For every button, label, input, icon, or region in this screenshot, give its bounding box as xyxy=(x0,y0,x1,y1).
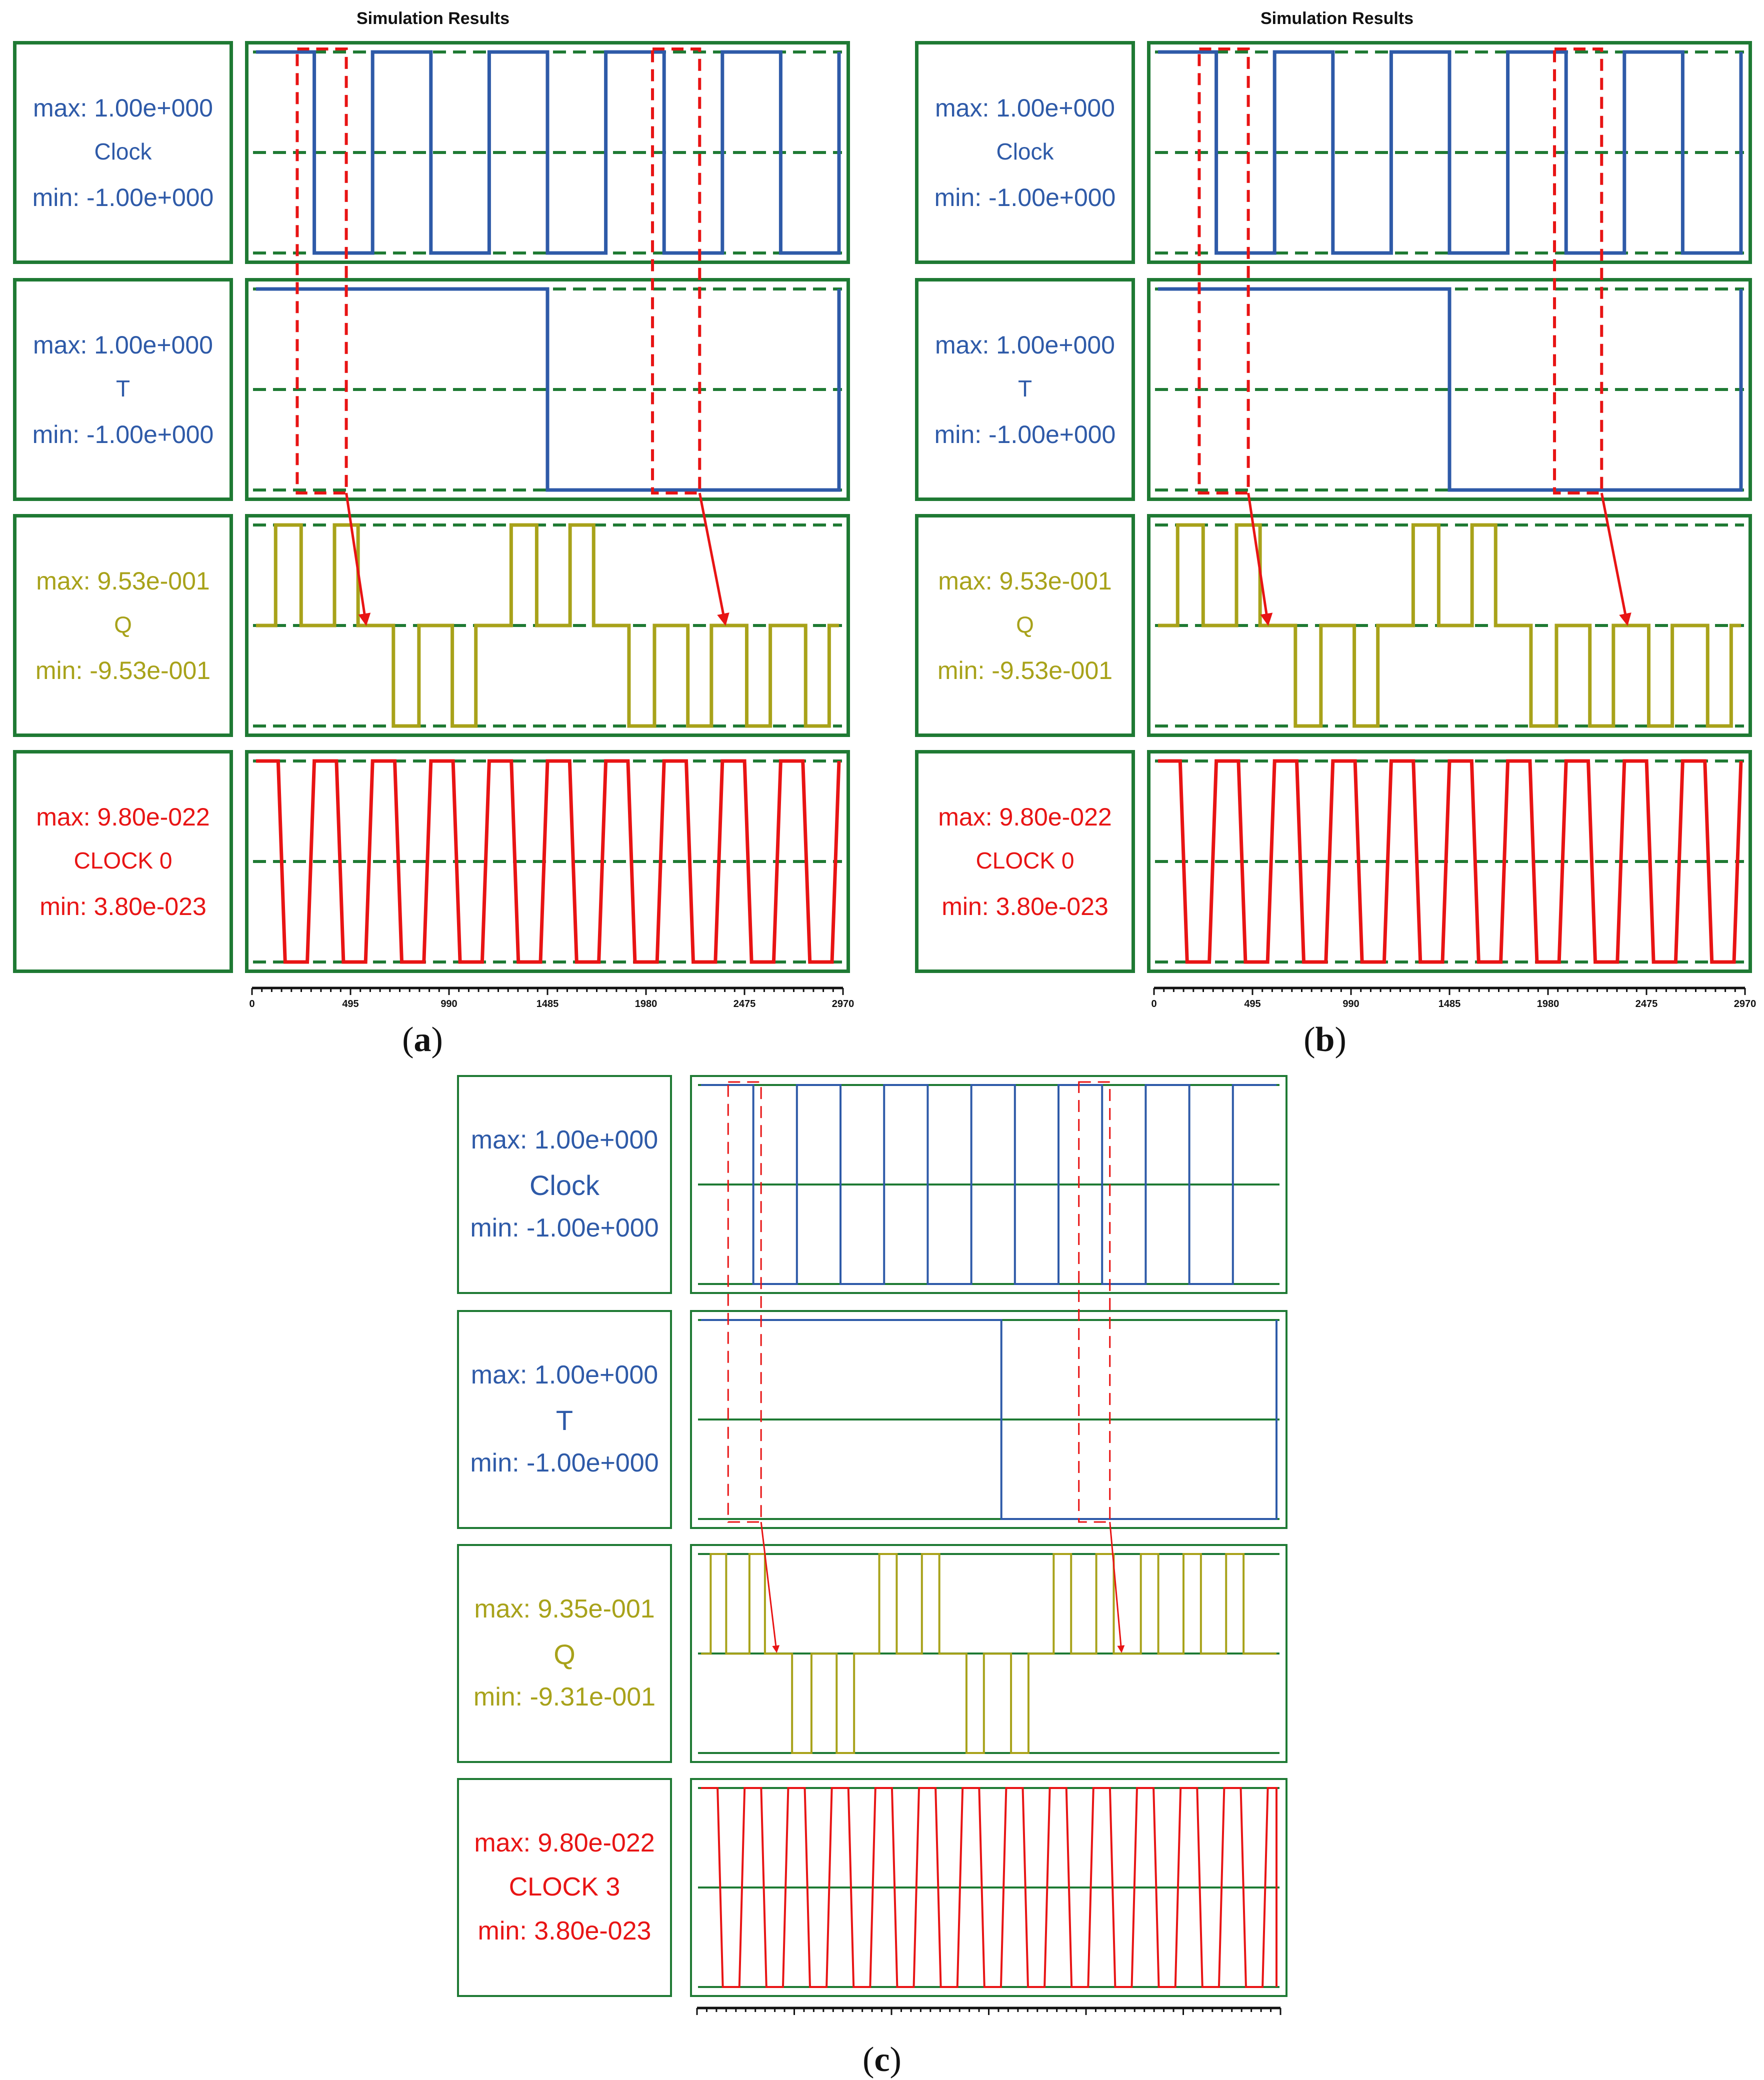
series-name-label: Q xyxy=(554,1638,576,1670)
waveform-t xyxy=(256,287,841,492)
panel-a-waveform-svg-2 xyxy=(253,523,842,728)
x-tick-label: 1980 xyxy=(635,998,658,1010)
x-tick-label: 2475 xyxy=(1636,998,1658,1010)
series-min-label: min: -9.53e-001 xyxy=(35,656,211,684)
series-name-label: Clock xyxy=(94,138,152,165)
series-name-label: Clock xyxy=(996,138,1054,165)
panel-a-label-box-0: max: 1.00e+000 Clock min: -1.00e+000 xyxy=(13,41,233,264)
series-name-label: CLOCK 0 xyxy=(74,848,172,874)
series-max-label: max: 1.00e+000 xyxy=(33,94,213,122)
panel-b-waveform-svg-3 xyxy=(1155,759,1744,964)
series-min-label: min: -9.53e-001 xyxy=(937,656,1113,684)
panel-a-label-box-3: max: 9.80e-022 CLOCK 0 min: 3.80e-023 xyxy=(13,750,233,973)
waveform-t xyxy=(701,1319,1278,1520)
series-min-label: min: 3.80e-023 xyxy=(40,892,206,920)
x-tick-label: 0 xyxy=(249,998,254,1010)
series-min-label: min: -1.00e+000 xyxy=(934,183,1116,212)
panel-b-label-box-3: max: 9.80e-022 CLOCK 0 min: 3.80e-023 xyxy=(915,750,1135,973)
series-max-label: max: 9.80e-022 xyxy=(474,1828,655,1858)
panel-b-waveform-svg-0 xyxy=(1155,50,1744,255)
panel-c-label-box-3: max: 9.80e-022 CLOCK 3 min: 3.80e-023 xyxy=(457,1778,672,1997)
panel-c-waveform-svg-1 xyxy=(698,1319,1280,1520)
x-tick-label: 0 xyxy=(1151,998,1156,1010)
x-tick-label: 495 xyxy=(1244,998,1260,1010)
waveform-clock-3 xyxy=(701,1787,1278,1988)
series-name-label: Q xyxy=(1016,612,1034,638)
series-name-label: Q xyxy=(114,612,132,638)
series-min-label: min: -1.00e+000 xyxy=(470,1448,659,1478)
waveform-clock xyxy=(256,50,841,255)
panel-c-waveform-svg-3 xyxy=(698,1787,1280,1988)
series-min-label: min: -1.00e+000 xyxy=(934,420,1116,448)
panel-c-caption: (c) xyxy=(862,2040,902,2079)
panel-b-title: Simulation Results xyxy=(1260,9,1414,28)
panel-c-waveform-svg-2 xyxy=(698,1553,1280,1754)
x-tick-label: 1980 xyxy=(1537,998,1560,1010)
series-min-label: min: -1.00e+000 xyxy=(32,183,214,212)
series-min-label: min: -9.31e-001 xyxy=(473,1682,656,1712)
series-max-label: max: 1.00e+000 xyxy=(935,331,1115,360)
panel-c-label-box-0: max: 1.00e+000 Clock min: -1.00e+000 xyxy=(457,1075,672,1294)
panel-b-time-axis: 0 495 990 1485 1980 2475 2970 xyxy=(1151,986,1756,1010)
panel-b-waveform-svg-2 xyxy=(1155,523,1744,728)
series-name-label: CLOCK 0 xyxy=(976,848,1074,874)
series-min-label: min: 3.80e-023 xyxy=(478,1916,652,1946)
x-tick-label: 990 xyxy=(440,998,457,1010)
panel-a-waveform-svg-1 xyxy=(253,287,842,492)
panel-a-caption: (a) xyxy=(402,1020,443,1059)
series-max-label: max: 9.80e-022 xyxy=(36,803,210,832)
waveform-t xyxy=(1158,287,1743,492)
x-tick-label: 1485 xyxy=(1438,998,1461,1010)
series-name-label: T xyxy=(116,376,130,402)
panel-b-label-box-0: max: 1.00e+000 Clock min: -1.00e+000 xyxy=(915,41,1135,264)
panel-a-time-axis: 0 495 990 1485 1980 2475 2970 xyxy=(249,986,854,1010)
series-max-label: max: 9.35e-001 xyxy=(474,1594,655,1624)
panel-b-caption: (b) xyxy=(1304,1020,1346,1059)
series-name-label: T xyxy=(1018,376,1032,402)
x-tick-label: 495 xyxy=(342,998,358,1010)
panel-a-waveform-svg-0 xyxy=(253,50,842,255)
panel-a-title: Simulation Results xyxy=(356,9,510,28)
series-min-label: min: 3.80e-023 xyxy=(942,892,1108,920)
waveform-q xyxy=(701,1553,1276,1754)
x-tick-label: 2970 xyxy=(1734,998,1756,1010)
waveform-clock xyxy=(701,1084,1276,1285)
x-tick-label: 990 xyxy=(1342,998,1359,1010)
series-name-label: Clock xyxy=(529,1169,600,1201)
series-name-label: T xyxy=(556,1404,574,1436)
panel-b-waveform-svg-1 xyxy=(1155,287,1744,492)
series-max-label: max: 9.53e-001 xyxy=(938,567,1112,596)
x-tick-label: 2970 xyxy=(832,998,854,1010)
waveform-clock-0 xyxy=(256,759,841,964)
panel-a-waveform-svg-3 xyxy=(253,759,842,964)
waveform-clock-0 xyxy=(1158,759,1743,964)
waveform-clock xyxy=(1158,50,1743,255)
x-tick-label: 1485 xyxy=(536,998,559,1010)
panel-c-waveform-svg-0 xyxy=(698,1084,1280,1285)
series-min-label: min: -1.00e+000 xyxy=(32,420,214,448)
series-max-label: max: 1.00e+000 xyxy=(470,1360,658,1390)
panel-c-time-axis xyxy=(696,2006,1282,2015)
series-max-label: max: 9.80e-022 xyxy=(938,803,1112,832)
series-name-label: CLOCK 3 xyxy=(508,1872,620,1902)
x-tick-label: 2475 xyxy=(734,998,756,1010)
series-max-label: max: 1.00e+000 xyxy=(33,331,213,360)
series-min-label: min: -1.00e+000 xyxy=(470,1213,659,1242)
series-max-label: max: 1.00e+000 xyxy=(470,1126,658,1155)
series-max-label: max: 1.00e+000 xyxy=(935,94,1115,122)
series-max-label: max: 9.53e-001 xyxy=(36,567,210,596)
